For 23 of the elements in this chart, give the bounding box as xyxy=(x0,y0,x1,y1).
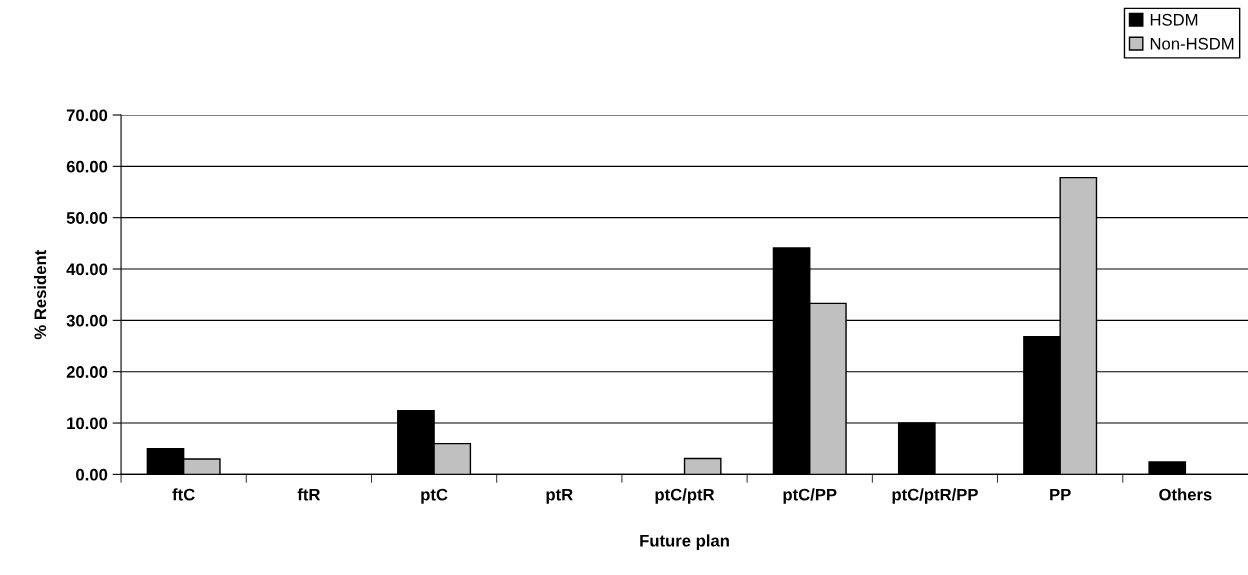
x-tick-label: ptC/ptR xyxy=(655,488,715,504)
x-tick-label: ftR xyxy=(297,488,321,501)
legend-label: Non-HSDM xyxy=(1150,37,1234,50)
legend-label: HSDM xyxy=(1150,13,1198,26)
bar xyxy=(1148,461,1187,475)
y-tick-label: 10.00 xyxy=(67,417,108,430)
y-tick-label: 70.00 xyxy=(66,109,108,122)
y-tick-label: 60.00 xyxy=(66,160,108,173)
x-tick-label: ptC xyxy=(421,488,448,504)
x-tick-label: ftC xyxy=(172,488,195,501)
x-tick-label: ptR xyxy=(546,488,573,504)
y-tick-label: 50.00 xyxy=(66,212,108,224)
y-tick-label: 0.00 xyxy=(76,468,108,481)
x-tick-label: Others xyxy=(1159,488,1212,501)
y-axis-title: % Resident xyxy=(33,249,47,340)
x-tick-label: ptC/PP xyxy=(783,488,837,504)
y-tick-label: 20.00 xyxy=(66,366,108,378)
x-tick-label: ptC/ptR/PP xyxy=(892,488,978,504)
y-tick-label: 40.00 xyxy=(66,263,108,276)
y-tick-label: 30.00 xyxy=(66,314,108,327)
x-axis-title: Future plan xyxy=(640,534,729,550)
bar xyxy=(683,457,722,475)
x-tick-label: PP xyxy=(1050,488,1071,501)
